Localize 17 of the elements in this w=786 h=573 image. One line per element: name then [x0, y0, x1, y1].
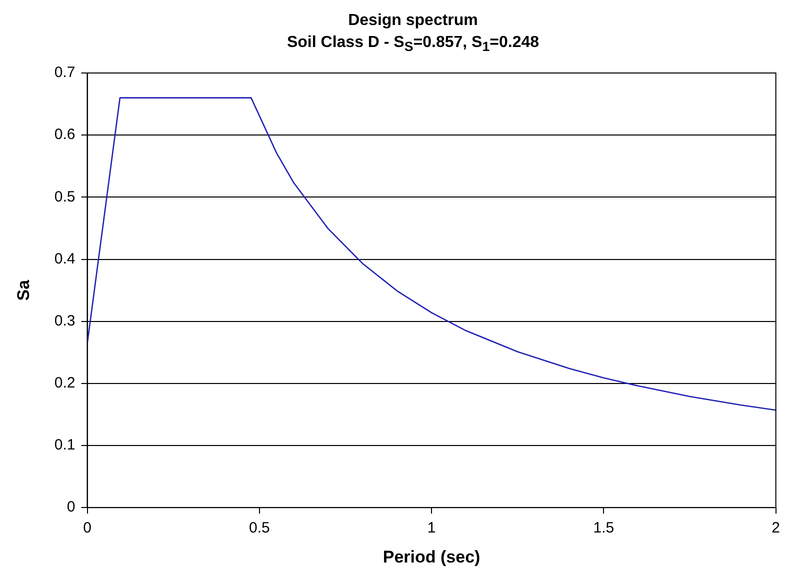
- x-tick-label: 1: [427, 520, 436, 537]
- y-tick-label: 0.2: [54, 374, 76, 392]
- y-tick-label: 0.1: [54, 436, 76, 454]
- x-tick-label: 1.5: [593, 520, 614, 537]
- x-tick-label: 2: [772, 520, 780, 537]
- x-tick-label: 0: [83, 520, 92, 537]
- x-tick-label: 0.5: [248, 520, 270, 537]
- y-axis-title: Sa: [14, 280, 33, 301]
- y-tick-label: 0.5: [54, 188, 76, 206]
- y-tick-label: 0: [66, 498, 76, 516]
- chart-title: Design spectrum: [347, 11, 479, 31]
- x-axis-title: Period (sec): [382, 548, 480, 567]
- chart-subtitle: Soil Class D - S$_{S}$=0.857, S$_{1}$=0.248: [286, 33, 540, 56]
- y-tick-label: 0.6: [54, 126, 76, 144]
- y-tick-label: 0.3: [54, 312, 76, 330]
- y-tick-label: 0.7: [54, 64, 76, 82]
- y-tick-label: 0.4: [54, 250, 76, 268]
